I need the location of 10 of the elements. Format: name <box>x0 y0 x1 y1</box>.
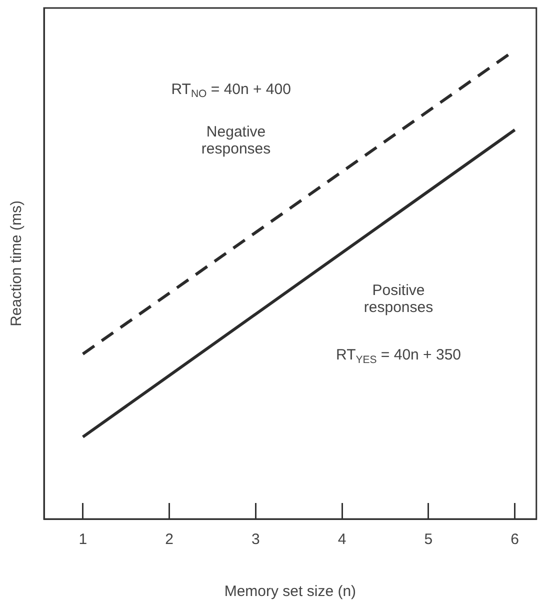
x-tick-label: 3 <box>251 531 260 548</box>
annotation: Positive responses <box>364 282 434 316</box>
x-tick-label: 5 <box>424 531 433 548</box>
annotation: Negative responses <box>201 124 271 158</box>
x-tick-label: 4 <box>338 531 346 548</box>
x-tick-label: 2 <box>165 531 174 548</box>
x-axis-title: Memory set size (n) <box>224 583 356 600</box>
y-axis-title: Reaction time (ms) <box>8 200 26 326</box>
x-tick-label: 1 <box>78 531 88 548</box>
x-tick-label: 6 <box>510 531 519 548</box>
